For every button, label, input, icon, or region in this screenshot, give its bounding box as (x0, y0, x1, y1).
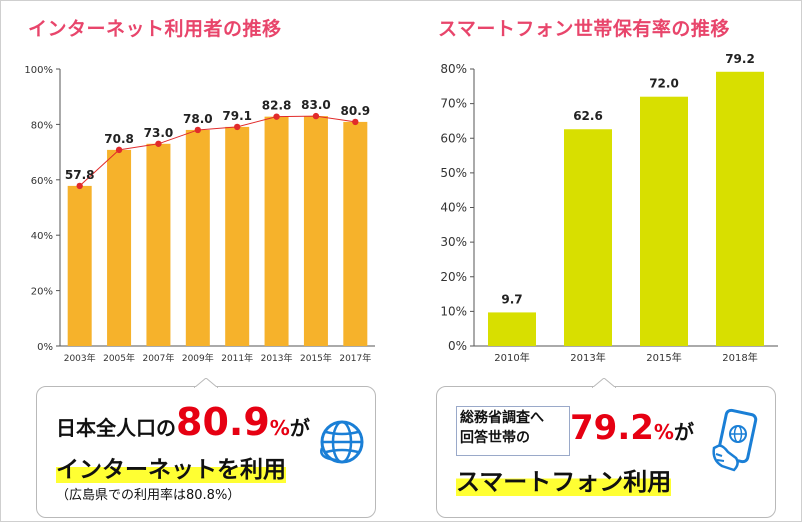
smartphone-globe-icon (712, 408, 758, 472)
internet-x-tick-label: 2005年 (103, 352, 135, 364)
internet-bar (107, 149, 132, 346)
internet-bar (225, 126, 250, 346)
internet-bar (146, 143, 171, 346)
smartphone-y-tick-label: 70% (440, 97, 467, 111)
smartphone-y-tick-label: 10% (440, 304, 467, 318)
smartphone-y-tick-label: 20% (440, 270, 467, 284)
smartphone-data-label: 9.7 (501, 292, 522, 306)
smartphone-bar (716, 71, 764, 347)
smartphone-data-label: 79.2 (725, 52, 755, 66)
internet-bar (343, 121, 368, 346)
internet-data-label: 70.8 (104, 132, 134, 146)
smartphone-x-tick-label: 2015年 (646, 351, 681, 364)
internet-y-tick-label: 20% (31, 287, 53, 298)
internet-trend-point (194, 126, 202, 134)
internet-x-tick-label: 2007年 (142, 352, 174, 364)
internet-bar (303, 116, 328, 346)
internet-bar (185, 129, 210, 346)
smartphone-data-label: 72.0 (649, 77, 679, 91)
callout-note: （広島県での利用率は80.8%） (56, 488, 241, 503)
internet-trend-point (312, 112, 320, 120)
callout-percent: % (269, 416, 290, 440)
smartphone-bar (564, 129, 612, 346)
internet-users-chart-title: インターネット利用者の推移 (28, 18, 282, 40)
internet-bar (67, 185, 92, 346)
smartphone-x-tick-label: 2018年 (722, 351, 757, 364)
callout-highlight-line: インターネットを利用 (56, 450, 286, 484)
callout-headline-line: 日本全人口の80.9%が (56, 400, 310, 444)
smartphone-y-tick-label: 60% (440, 131, 467, 145)
internet-x-tick-label: 2011年 (221, 352, 253, 364)
smartphone-y-tick-label: 40% (440, 201, 467, 215)
survey-label-box (456, 406, 570, 456)
internet-data-label: 78.0 (183, 112, 213, 126)
internet-data-label: 82.8 (262, 99, 292, 113)
smartphone-x-tick-label: 2010年 (494, 351, 529, 364)
internet-trend-point (273, 113, 280, 120)
smartphone-x-tick-label: 2013年 (570, 351, 605, 364)
callout-post-text: が (289, 416, 310, 440)
callout-headline-line: 79.2%が (570, 408, 694, 448)
callout-post-text: が (673, 420, 694, 444)
internet-x-tick-label: 2009年 (182, 352, 214, 364)
smartphone-y-tick-label: 0% (448, 339, 467, 353)
internet-trend-point (233, 123, 241, 131)
smartphone-y-tick-label: 50% (440, 166, 467, 180)
internet-x-tick-label: 2015年 (300, 352, 332, 364)
callout-pointer (194, 378, 218, 388)
internet-bar (264, 116, 289, 346)
callout-box (36, 386, 376, 518)
callout-pre-text: 日本全人口の (56, 416, 176, 440)
internet-data-label: 83.0 (301, 98, 331, 112)
callout-highlight-text: スマートフォン利用 (456, 468, 672, 496)
survey-label-line2: 回答世帯の (460, 430, 530, 446)
internet-y-tick-label: 40% (31, 231, 53, 242)
internet-data-label: 80.9 (341, 104, 371, 118)
survey-label-line1: 総務省調査へ (460, 410, 544, 426)
internet-data-label: 79.1 (222, 109, 252, 123)
internet-trend-point (155, 140, 162, 147)
internet-y-tick-label: 80% (31, 120, 53, 131)
smartphone-y-tick-label: 80% (440, 62, 467, 76)
internet-trend-point (76, 182, 83, 190)
internet-x-tick-label: 2003年 (64, 352, 96, 364)
internet-trend-line (79, 115, 356, 187)
callout-highlight-text: インターネットを利用 (56, 457, 286, 483)
callout-big-value: 80.9 (176, 400, 270, 444)
callout-pointer (592, 378, 616, 388)
smartphone-data-label: 62.6 (573, 109, 603, 123)
callout-highlight-line: スマートフォン利用 (456, 462, 672, 497)
survey-label: 総務省調査へ 回答世帯の (460, 408, 544, 448)
callout-percent: % (653, 420, 674, 444)
internet-data-label: 73.0 (144, 126, 174, 140)
smartphone-bar (640, 96, 688, 346)
internet-x-tick-label: 2017年 (339, 352, 371, 364)
callout-big-value: 79.2 (570, 408, 654, 448)
smartphone-y-tick-label: 30% (440, 235, 467, 249)
smartphone-usage-callout: 総務省調査へ 回答世帯の 79.2%が スマートフォン利用 (436, 378, 776, 518)
internet-trend-point (115, 146, 123, 154)
internet-trend-point (352, 118, 359, 126)
internet-x-tick-label: 2013年 (261, 352, 293, 364)
internet-y-tick-label: 100% (24, 65, 53, 76)
internet-y-tick-label: 60% (31, 176, 53, 187)
internet-usage-callout: 日本全人口の80.9%が インターネットを利用 （広島県での利用率は80.8%） (36, 378, 376, 518)
internet-y-tick-label: 0% (37, 342, 53, 353)
globe-icon (320, 420, 364, 464)
smartphone-bar (488, 312, 536, 346)
smartphone-ownership-chart-title: スマートフォン世帯保有率の推移 (438, 18, 730, 40)
internet-data-label: 57.8 (65, 168, 95, 182)
